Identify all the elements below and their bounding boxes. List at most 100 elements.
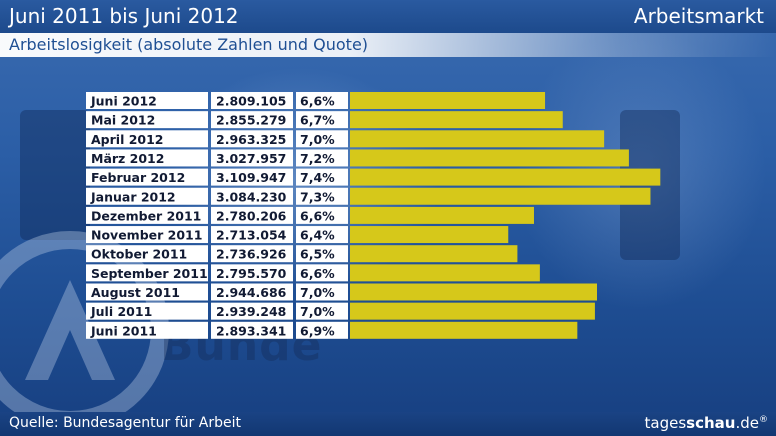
- value-cell: [211, 302, 293, 320]
- rate-label: 6,9%: [300, 323, 335, 338]
- month-cell: [86, 168, 208, 186]
- month-cell: [86, 149, 208, 167]
- month-label: Februar 2012: [91, 170, 185, 185]
- header-bar: Juni 2011 bis Juni 2012 Arbeitsmarkt: [0, 0, 776, 33]
- month-label: Oktober 2011: [91, 247, 187, 262]
- data-bar: [350, 187, 651, 205]
- value-label: 2.855.279: [216, 113, 286, 128]
- month-cell: [86, 321, 208, 339]
- value-label: 2.939.248: [216, 304, 286, 319]
- data-bar: [350, 92, 546, 109]
- rate-cell: [296, 302, 348, 320]
- brand-prefix: tages: [644, 414, 687, 432]
- data-bar: [350, 149, 629, 167]
- value-label: 2.795.570: [216, 266, 287, 281]
- rate-label: 6,6%: [300, 94, 335, 109]
- rate-label: 7,4%: [300, 170, 335, 185]
- rate-label: 6,6%: [300, 208, 335, 223]
- month-cell: [86, 264, 208, 282]
- footer-bar: Quelle: Bundesagentur für Arbeit tagessc…: [0, 412, 776, 436]
- month-cell: [86, 111, 208, 129]
- rate-cell: [296, 111, 348, 129]
- value-cell: [211, 245, 293, 263]
- rate-cell: [296, 283, 348, 301]
- topic-label: Arbeitsmarkt: [633, 4, 764, 28]
- data-bar: [350, 321, 578, 339]
- rate-label: 6,5%: [300, 247, 335, 262]
- brand-logo: tagesschau.de®: [645, 414, 768, 432]
- value-cell: [211, 206, 293, 224]
- rate-label: 6,4%: [300, 228, 335, 243]
- value-cell: [211, 187, 293, 205]
- month-label: September 2011: [91, 266, 208, 281]
- month-cell: [86, 206, 208, 224]
- month-label: Juli 2011: [90, 304, 152, 319]
- value-label: 2.893.341: [216, 323, 286, 338]
- background-shadow-left: [20, 110, 90, 240]
- value-label: 3.109.947: [216, 170, 286, 185]
- month-cell: [86, 92, 208, 109]
- rate-label: 6,6%: [300, 266, 335, 281]
- data-bar: [350, 168, 661, 186]
- month-cell: [86, 245, 208, 263]
- month-label: Januar 2012: [90, 189, 176, 204]
- value-cell: [211, 226, 293, 244]
- value-label: 2.713.054: [216, 228, 287, 243]
- month-label: Juni 2011: [90, 323, 157, 338]
- rate-cell: [296, 168, 348, 186]
- data-bar: [350, 226, 509, 244]
- month-label: März 2012: [91, 151, 164, 166]
- month-label: August 2011: [91, 285, 180, 300]
- month-label: Dezember 2011: [91, 208, 201, 223]
- value-cell: [211, 111, 293, 129]
- value-cell: [211, 149, 293, 167]
- data-bar: [350, 302, 595, 320]
- value-label: 2.944.686: [216, 285, 287, 300]
- rate-cell: [296, 264, 348, 282]
- value-label: 3.084.230: [216, 189, 287, 204]
- rate-cell: [296, 245, 348, 263]
- month-label: April 2012: [91, 132, 164, 147]
- data-bar: [350, 283, 598, 301]
- month-label: November 2011: [91, 228, 202, 243]
- month-cell: [86, 187, 208, 205]
- data-bar: [350, 264, 540, 282]
- data-bar: [350, 206, 534, 224]
- value-label: 2.963.325: [216, 132, 286, 147]
- value-cell: [211, 130, 293, 148]
- rate-label: 7,0%: [300, 132, 335, 147]
- month-label: Juni 2012: [90, 94, 157, 109]
- chart-subtitle: Arbeitslosigkeit (absolute Zahlen und Qu…: [9, 35, 369, 54]
- rate-cell: [296, 187, 348, 205]
- value-label: 2.736.926: [216, 247, 287, 262]
- rate-label: 7,0%: [300, 304, 335, 319]
- data-bar: [350, 130, 605, 148]
- rate-label: 7,0%: [300, 285, 335, 300]
- brand-bold: schau: [686, 414, 736, 432]
- month-cell: [86, 302, 208, 320]
- rate-label: 7,3%: [300, 189, 335, 204]
- rate-cell: [296, 226, 348, 244]
- subtitle-bar: Arbeitslosigkeit (absolute Zahlen und Qu…: [0, 33, 776, 57]
- value-cell: [211, 321, 293, 339]
- rate-cell: [296, 321, 348, 339]
- rate-label: 6,7%: [300, 113, 335, 128]
- brand-suffix: .de: [735, 414, 759, 432]
- data-bar: [350, 245, 518, 263]
- source-label: Quelle: Bundesagentur für Arbeit: [9, 415, 241, 431]
- value-label: 2.809.105: [216, 94, 286, 109]
- rate-cell: [296, 206, 348, 224]
- value-label: 2.780.206: [216, 208, 287, 223]
- value-label: 3.027.957: [216, 151, 286, 166]
- value-cell: [211, 168, 293, 186]
- brand-mark: ®: [759, 415, 768, 425]
- month-cell: [86, 130, 208, 148]
- rate-label: 7,2%: [300, 151, 335, 166]
- value-cell: [211, 264, 293, 282]
- data-bar: [350, 111, 563, 129]
- value-cell: [211, 92, 293, 109]
- rate-cell: [296, 92, 348, 109]
- page-title: Juni 2011 bis Juni 2012: [9, 4, 239, 28]
- month-cell: [86, 283, 208, 301]
